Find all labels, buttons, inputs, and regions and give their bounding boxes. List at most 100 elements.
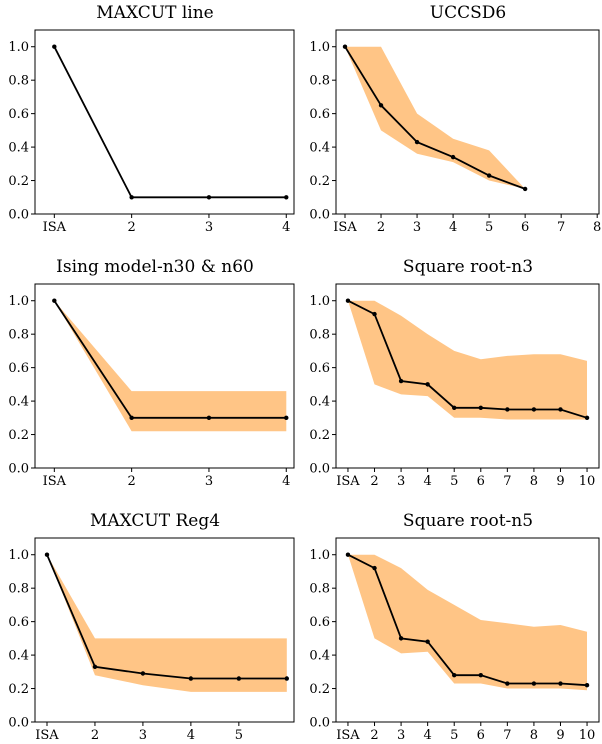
x-tick-label: 6 xyxy=(477,728,485,743)
x-tick-label: 5 xyxy=(450,474,458,489)
data-point xyxy=(398,636,404,641)
y-tick-label: 0.4 xyxy=(309,649,330,664)
series-line xyxy=(53,300,287,419)
x-tick-label: 3 xyxy=(205,220,213,235)
data-point xyxy=(398,378,404,384)
data-point xyxy=(372,565,377,571)
x-tick-label: 9 xyxy=(556,474,564,489)
x-tick-label: 6 xyxy=(521,220,529,235)
series-line xyxy=(53,46,287,199)
x-tick-label: 9 xyxy=(556,728,564,743)
plot-area: 0.0 0.2 0.4 0.6 0.8 1.0 ISA 2 3 4 5 xyxy=(8,537,295,743)
x-tick-label: ISA xyxy=(336,728,360,743)
y-tick-label: 0.0 xyxy=(8,462,29,477)
y-tick-label: 0.6 xyxy=(8,615,29,630)
panel-square-root-n3: Square root-n3 0.0 0.2 0.4 0.6 0.8 1.0 ISA 2 3 4 5… xyxy=(309,257,600,489)
data-point xyxy=(450,154,456,160)
series-line xyxy=(344,46,526,190)
x-tick-label: 10 xyxy=(579,728,596,743)
series-line xyxy=(46,554,287,680)
x-tick-label: 5 xyxy=(235,728,243,743)
panel-title: Square root-n3 xyxy=(403,257,533,277)
y-tick-label: 0.8 xyxy=(8,74,29,89)
y-tick-label: 0.8 xyxy=(8,582,29,597)
data-point xyxy=(206,195,212,200)
data-point xyxy=(284,676,290,681)
x-tick-label: 2 xyxy=(377,220,385,235)
y-tick-label: 0.6 xyxy=(8,107,29,122)
y-tick-label: 0.4 xyxy=(8,649,29,664)
y-tick-label: 0.4 xyxy=(8,141,29,156)
panel-title: Ising model-n30 & n60 xyxy=(56,257,254,277)
data-point xyxy=(558,407,563,412)
data-point xyxy=(425,382,430,387)
x-tick-label: 2 xyxy=(128,220,136,235)
range-band xyxy=(345,46,526,189)
panel-maxcut-reg4: MAXCUT Reg4 0.0 0.2 0.4 0.6 0.8 1.0 ISA 2 3 4 5 xyxy=(8,511,295,743)
y-tick-label: 1.0 xyxy=(309,548,330,563)
data-point xyxy=(452,405,457,410)
data-point xyxy=(505,681,510,686)
data-point xyxy=(531,681,537,686)
y-tick-label: 0.0 xyxy=(8,716,29,731)
x-tick-label: 8 xyxy=(530,474,538,489)
data-point xyxy=(378,103,384,108)
panel-maxcut-line: MAXCUT line 0.0 0.2 0.4 0.6 0.8 1.0 ISA 2 3 4 xyxy=(8,3,295,235)
data-point xyxy=(52,298,57,303)
x-tick-label: 5 xyxy=(450,728,458,743)
x-tick-label: 2 xyxy=(370,474,378,489)
x-tick-label: 2 xyxy=(91,728,99,743)
x-tick-label: 8 xyxy=(530,728,538,743)
x-tick-label: 4 xyxy=(282,220,290,235)
y-tick-label: 1.0 xyxy=(8,548,29,563)
x-tick-label: 4 xyxy=(187,728,195,743)
panel-title: MAXCUT line xyxy=(96,3,213,23)
y-tick-label: 0.0 xyxy=(309,462,330,477)
x-tick-label: 4 xyxy=(424,728,432,743)
y-tick-label: 1.0 xyxy=(309,294,330,309)
data-point xyxy=(140,671,146,676)
y-tick-label: 0.2 xyxy=(8,174,29,189)
data-point xyxy=(478,672,483,678)
panel-uccsd6: UCCSD6 0.0 0.2 0.4 0.6 0.8 1.0 ISA 2 3 4 5 6 7 8 xyxy=(309,3,601,235)
plot-area: 0.0 0.2 0.4 0.6 0.8 1.0 ISA 2 3 4 xyxy=(8,283,295,489)
y-tick-label: 0.8 xyxy=(309,328,330,343)
x-tick-label: 4 xyxy=(449,220,457,235)
x-tick-label: ISA xyxy=(43,220,67,235)
x-tick-label: 3 xyxy=(397,728,405,743)
y-tick-label: 0.2 xyxy=(8,682,29,697)
y-tick-label: 0.2 xyxy=(309,682,330,697)
y-tick-label: 0.4 xyxy=(309,141,330,156)
x-tick-label: ISA xyxy=(336,474,360,489)
data-point xyxy=(478,405,483,410)
data-point xyxy=(452,672,457,678)
y-tick-label: 0.8 xyxy=(309,582,330,597)
panel-ising-model: Ising model-n30 & n60 0.0 0.2 0.4 0.6 0.8 1.0… xyxy=(8,257,295,489)
x-tick-label: 7 xyxy=(503,474,511,489)
x-tick-label: 3 xyxy=(397,474,405,489)
y-tick-label: 0.4 xyxy=(309,395,330,410)
x-tick-label: 5 xyxy=(485,220,493,235)
data-point xyxy=(236,676,242,681)
y-tick-label: 0.6 xyxy=(309,107,330,122)
data-point xyxy=(342,44,348,49)
axes-frame xyxy=(335,283,600,469)
data-point xyxy=(284,195,289,200)
data-point xyxy=(188,676,194,681)
data-point xyxy=(345,552,351,557)
x-tick-label: 3 xyxy=(413,220,421,235)
y-tick-label: 0.6 xyxy=(309,361,330,376)
range-band xyxy=(47,554,287,692)
x-tick-label: ISA xyxy=(43,474,67,489)
data-point xyxy=(206,415,212,421)
plot-area: 0.0 0.2 0.4 0.6 0.8 1.0 ISA 2 3 4 xyxy=(8,29,295,235)
y-tick-label: 1.0 xyxy=(8,40,29,55)
data-point xyxy=(505,407,510,412)
panel-square-root-n5: Square root-n5 0.0 0.2 0.4 0.6 0.8 1.0 ISA 2 3 4 5… xyxy=(309,511,600,743)
data-point xyxy=(129,415,134,421)
range-band xyxy=(348,300,587,420)
panel-title: MAXCUT Reg4 xyxy=(90,511,220,531)
x-tick-label: 7 xyxy=(503,728,511,743)
y-tick-label: 1.0 xyxy=(8,294,29,309)
